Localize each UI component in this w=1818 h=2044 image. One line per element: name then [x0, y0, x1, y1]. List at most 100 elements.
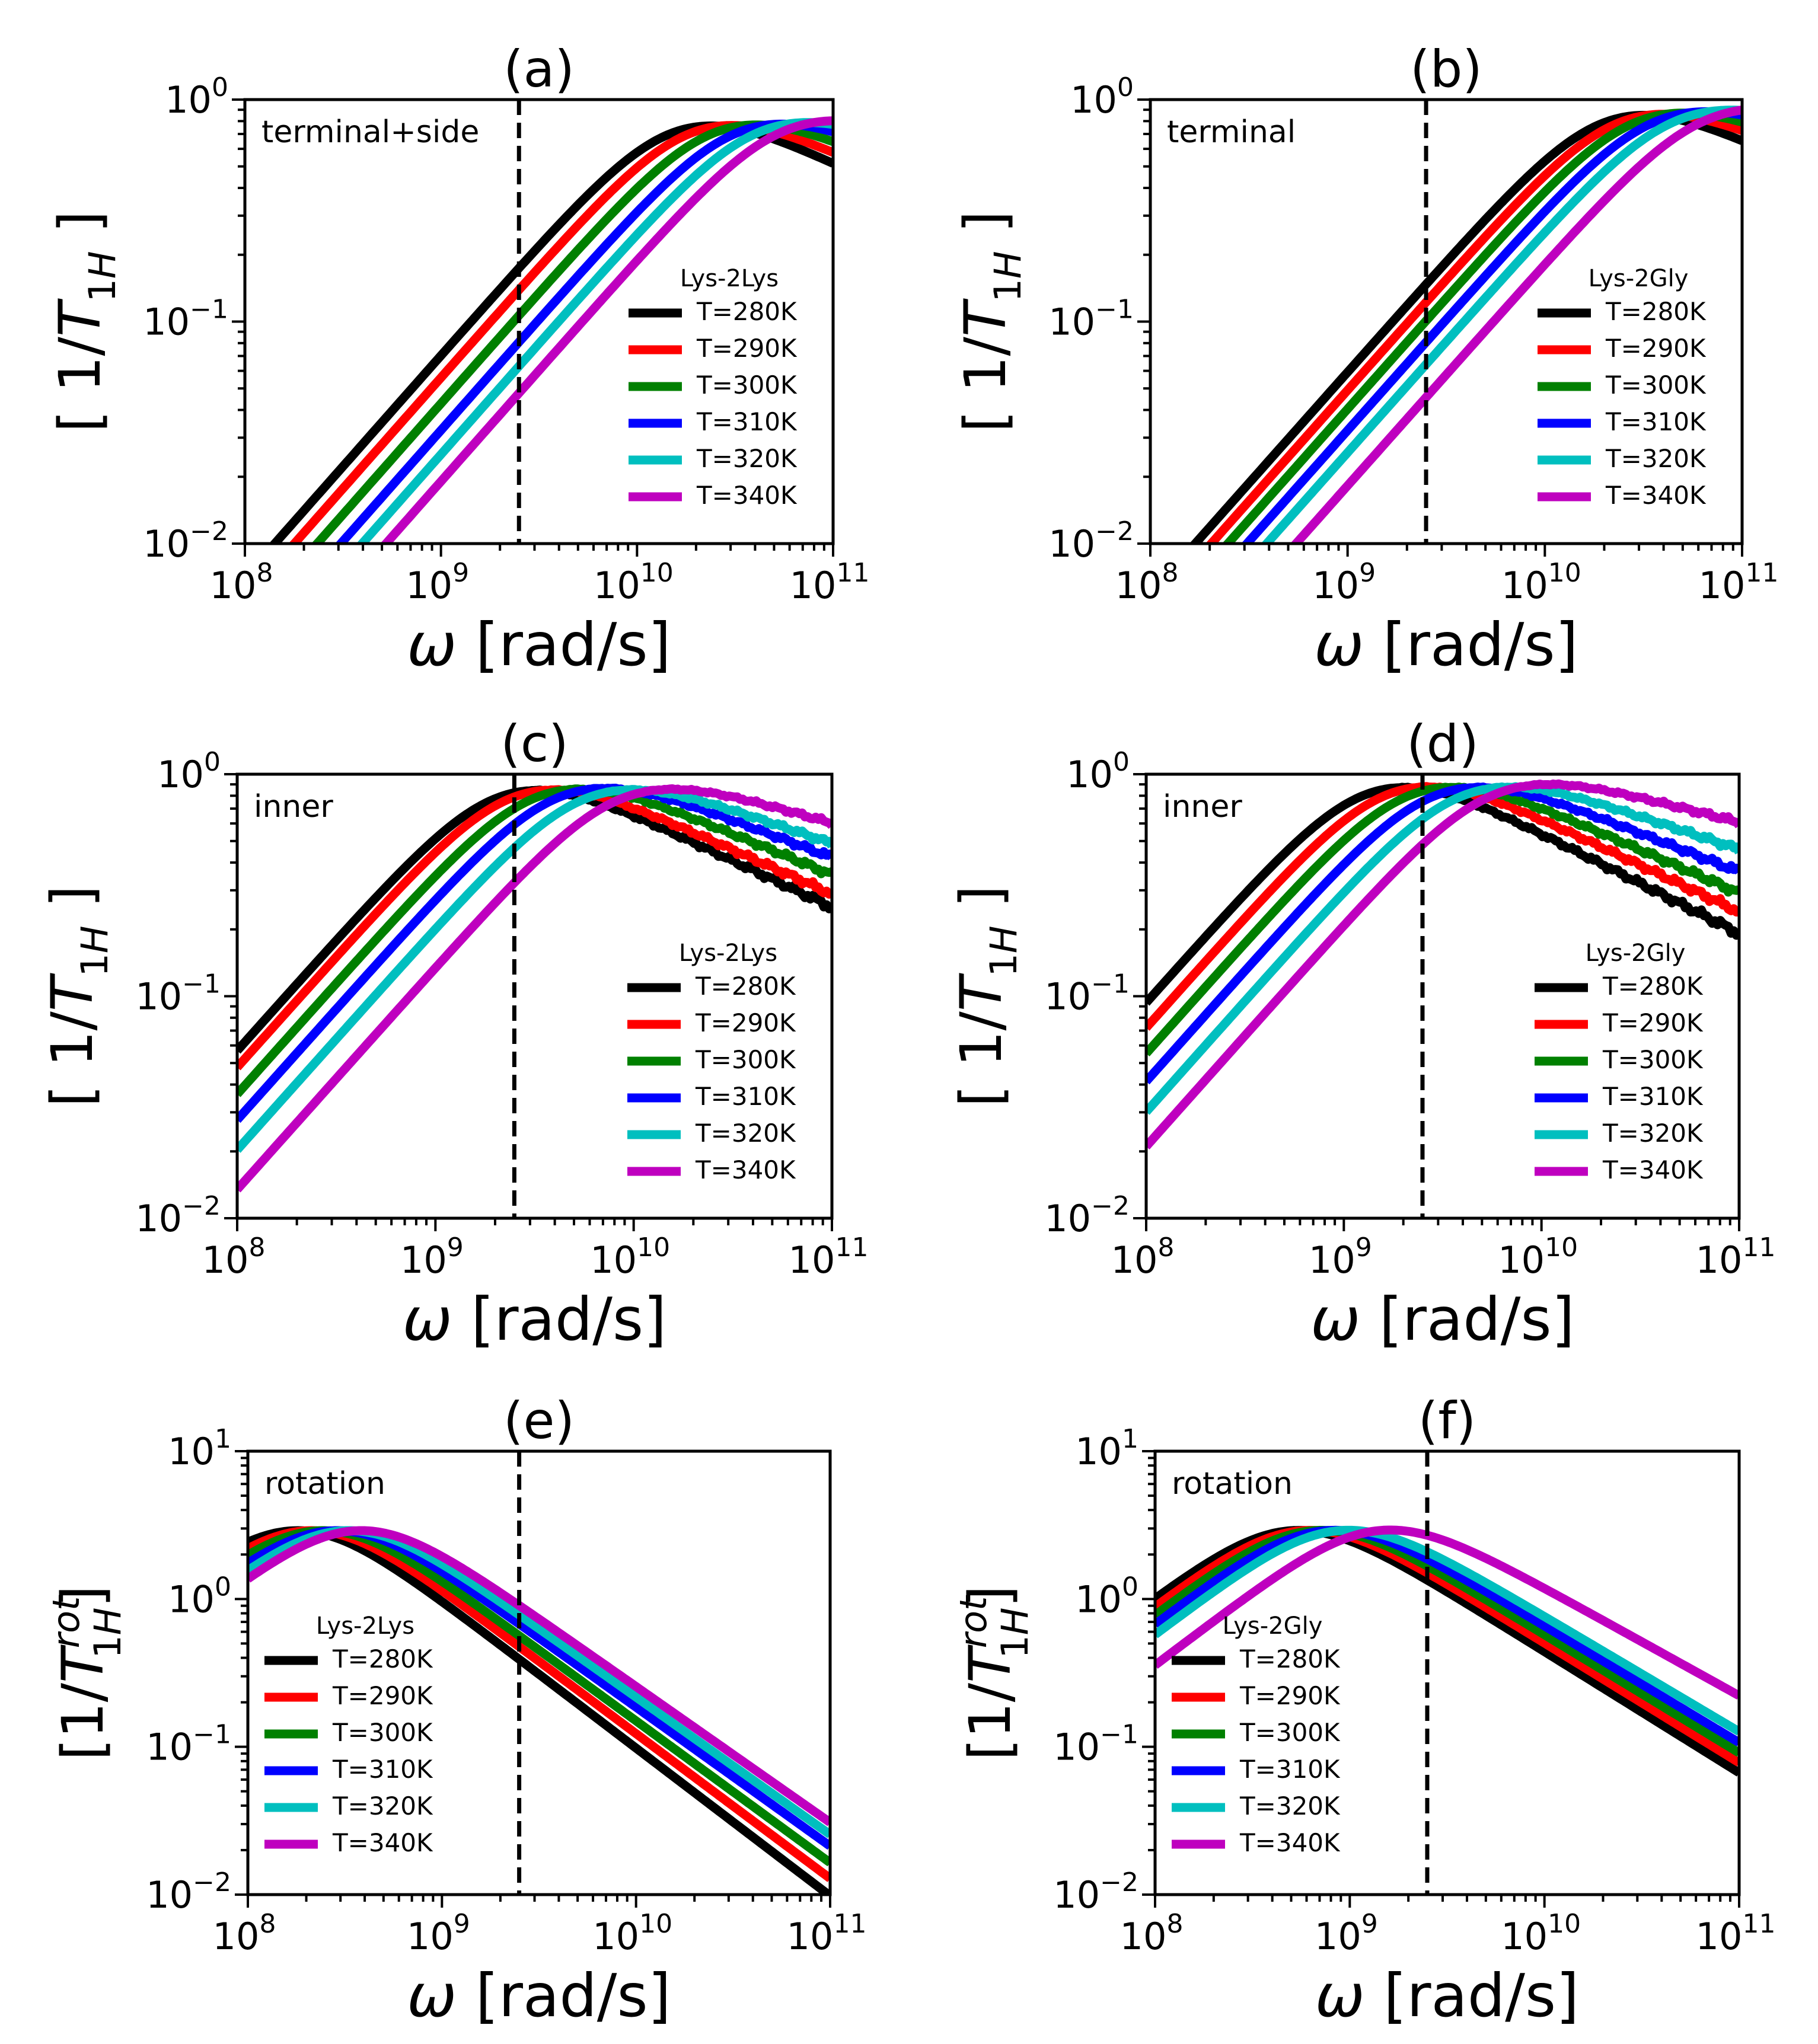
legend-label: T=320K [1602, 1119, 1704, 1148]
x-tick-label: 1010 [1501, 1909, 1581, 1958]
series-line-d-t300k [1146, 783, 1739, 1057]
legend-f: Lys-2Gly T=280K T=290K T=300K T=310K T=320K T=… [1172, 1612, 1341, 1857]
legend-label: T=280K [1239, 1644, 1341, 1673]
y-tick-label: 100 [168, 1572, 231, 1621]
legend-label: T=310K [332, 1755, 433, 1784]
axes-frame-f [1153, 1449, 1741, 1896]
y-axis-label-b: [ 1/T1H ] [952, 210, 1029, 432]
panel-title-f: (f) [1418, 1391, 1476, 1451]
panel-annotation-f: rotation [1172, 1466, 1293, 1502]
panel-f: 108 109 1010 1011 10−2 10−1 100 101 (f) rotation ω… [952, 1391, 1775, 2030]
legend-e: Lys-2Lys T=280K T=290K T=300K T=310K T=320K T=… [264, 1612, 433, 1857]
panel-title-a: (a) [503, 40, 575, 99]
x-axis-label-d: ω [rad/s] [1310, 1285, 1574, 1354]
legend-label: T=320K [1239, 1791, 1341, 1821]
panel-title-e: (e) [503, 1391, 575, 1451]
series-line-e-t280k [248, 1526, 830, 1895]
legend-label: T=310K [695, 1082, 796, 1111]
series-line-f-t340k [1155, 1525, 1739, 1700]
curves-d [1146, 779, 1739, 1149]
legend-label: T=320K [695, 1119, 796, 1148]
series-line-c-t300k [237, 784, 832, 1097]
panel-annotation-e: rotation [264, 1466, 385, 1502]
series-line-a-t300k [311, 120, 833, 544]
legend-label: T=280K [1605, 297, 1707, 326]
x-tick-label: 1011 [1696, 1232, 1776, 1282]
legend-label: T=300K [696, 371, 798, 400]
series-line-b-t310k [1241, 107, 1742, 544]
legend-a: Lys-2Lys T=280K T=290K T=300K T=310K T=320K T=… [629, 265, 798, 510]
series-line-c-t340k [237, 784, 832, 1193]
x-tick-label: 1011 [1699, 558, 1779, 607]
y-tick-label: 10−2 [135, 1191, 221, 1240]
panel-title-d: (d) [1406, 714, 1479, 774]
x-tick-label: 109 [1309, 1232, 1372, 1282]
series-line-f-t290k [1155, 1526, 1739, 1767]
panel-d: 108 109 1010 1011 10−2 10−1 100 (d) inner ω [rad/… [948, 714, 1775, 1354]
panel-c: 108 109 1010 1011 10−2 10−1 100 (c) inner ω [rad/… [39, 714, 868, 1354]
x-tick-label: 109 [406, 558, 469, 607]
legend-label: T=340K [1239, 1828, 1341, 1857]
curves-f [1155, 1525, 1739, 1777]
legend-label: T=300K [695, 1045, 796, 1074]
x-tick-label: 108 [1111, 1232, 1175, 1282]
y-axis-label-f: [1/Trot1H] [952, 1585, 1036, 1761]
series-line-c-t320k [237, 785, 832, 1153]
y-axis-label-e: [1/Trot1H] [44, 1585, 129, 1761]
y-tick-label: 10−2 [1053, 1867, 1138, 1917]
series-line-b-t320k [1261, 106, 1742, 544]
x-tick-label: 1011 [787, 1909, 867, 1958]
y-tick-label: 10−1 [1044, 969, 1130, 1018]
x-tick-label: 1011 [790, 558, 870, 607]
legend-label: T=290K [696, 334, 798, 363]
legend-label: T=320K [696, 444, 798, 473]
legend-label: T=340K [332, 1828, 433, 1857]
legend-label: T=280K [696, 297, 798, 326]
legend-label: T=300K [1239, 1718, 1341, 1747]
legend-b: Lys-2Gly T=280K T=290K T=300K T=310K T=320K T=… [1538, 265, 1707, 510]
y-tick-label: 100 [165, 72, 228, 122]
legend-label: T=340K [695, 1155, 796, 1184]
curves-e [248, 1526, 830, 1895]
y-tick-label: 10−1 [146, 1720, 231, 1769]
x-axis-label-b: ω [rad/s] [1314, 610, 1578, 679]
x-axis-label-f: ω [rad/s] [1315, 1961, 1579, 2030]
panel-e: 108 109 1010 1011 10−2 10−1 100 101 (e) rotation ω… [44, 1391, 866, 2030]
panel-a: 108 109 1010 1011 10−2 10−1 100 (a) terminal+sid… [47, 40, 870, 679]
legend-title-b: Lys-2Gly [1589, 265, 1689, 292]
panel-annotation-a: terminal+side [261, 114, 479, 150]
legend-label: T=320K [1605, 444, 1707, 473]
x-tick-label: 1010 [1501, 558, 1581, 607]
legend-title-e: Lys-2Lys [316, 1612, 414, 1640]
legend-c: Lys-2Lys T=280K T=290K T=300K T=310K T=320K T=… [627, 940, 796, 1184]
series-line-f-t300k [1155, 1526, 1739, 1757]
x-tick-label: 1010 [592, 1909, 672, 1958]
series-line-d-t320k [1146, 782, 1739, 1115]
y-tick-label: 101 [1075, 1424, 1138, 1473]
x-tick-label: 109 [1312, 558, 1376, 607]
series-line-d-t310k [1146, 783, 1739, 1085]
y-axis-label-c: [ 1/T1H ] [39, 885, 116, 1107]
legend-label: T=310K [1602, 1082, 1704, 1111]
x-tick-label: 1010 [594, 558, 674, 607]
panel-annotation-d: inner [1163, 789, 1242, 825]
legend-d: Lys-2Gly T=280K T=290K T=300K T=310K T=320K T=… [1535, 940, 1704, 1184]
curves-b [1189, 106, 1742, 544]
series-line-d-t340k [1146, 779, 1739, 1149]
y-tick-label: 10−2 [1044, 1191, 1130, 1240]
legend-label: T=310K [1605, 407, 1707, 436]
y-tick-label: 100 [157, 747, 221, 796]
y-tick-label: 10−2 [1048, 516, 1134, 566]
legend-title-f: Lys-2Gly [1223, 1612, 1323, 1640]
panel-b: 108 109 1010 1011 10−2 10−1 100 (b) terminal ω [r… [952, 40, 1779, 679]
legend-label: T=290K [1239, 1681, 1341, 1710]
legend-label: T=290K [1602, 1008, 1704, 1037]
x-tick-label: 109 [400, 1232, 464, 1282]
y-tick-label: 10−1 [143, 295, 228, 344]
y-tick-label: 101 [168, 1424, 231, 1473]
legend-label: T=320K [332, 1791, 433, 1821]
legend-label: T=290K [695, 1008, 796, 1037]
x-tick-label: 109 [407, 1909, 470, 1958]
series-line-c-t310k [237, 784, 832, 1123]
y-tick-label: 10−1 [135, 969, 221, 1018]
